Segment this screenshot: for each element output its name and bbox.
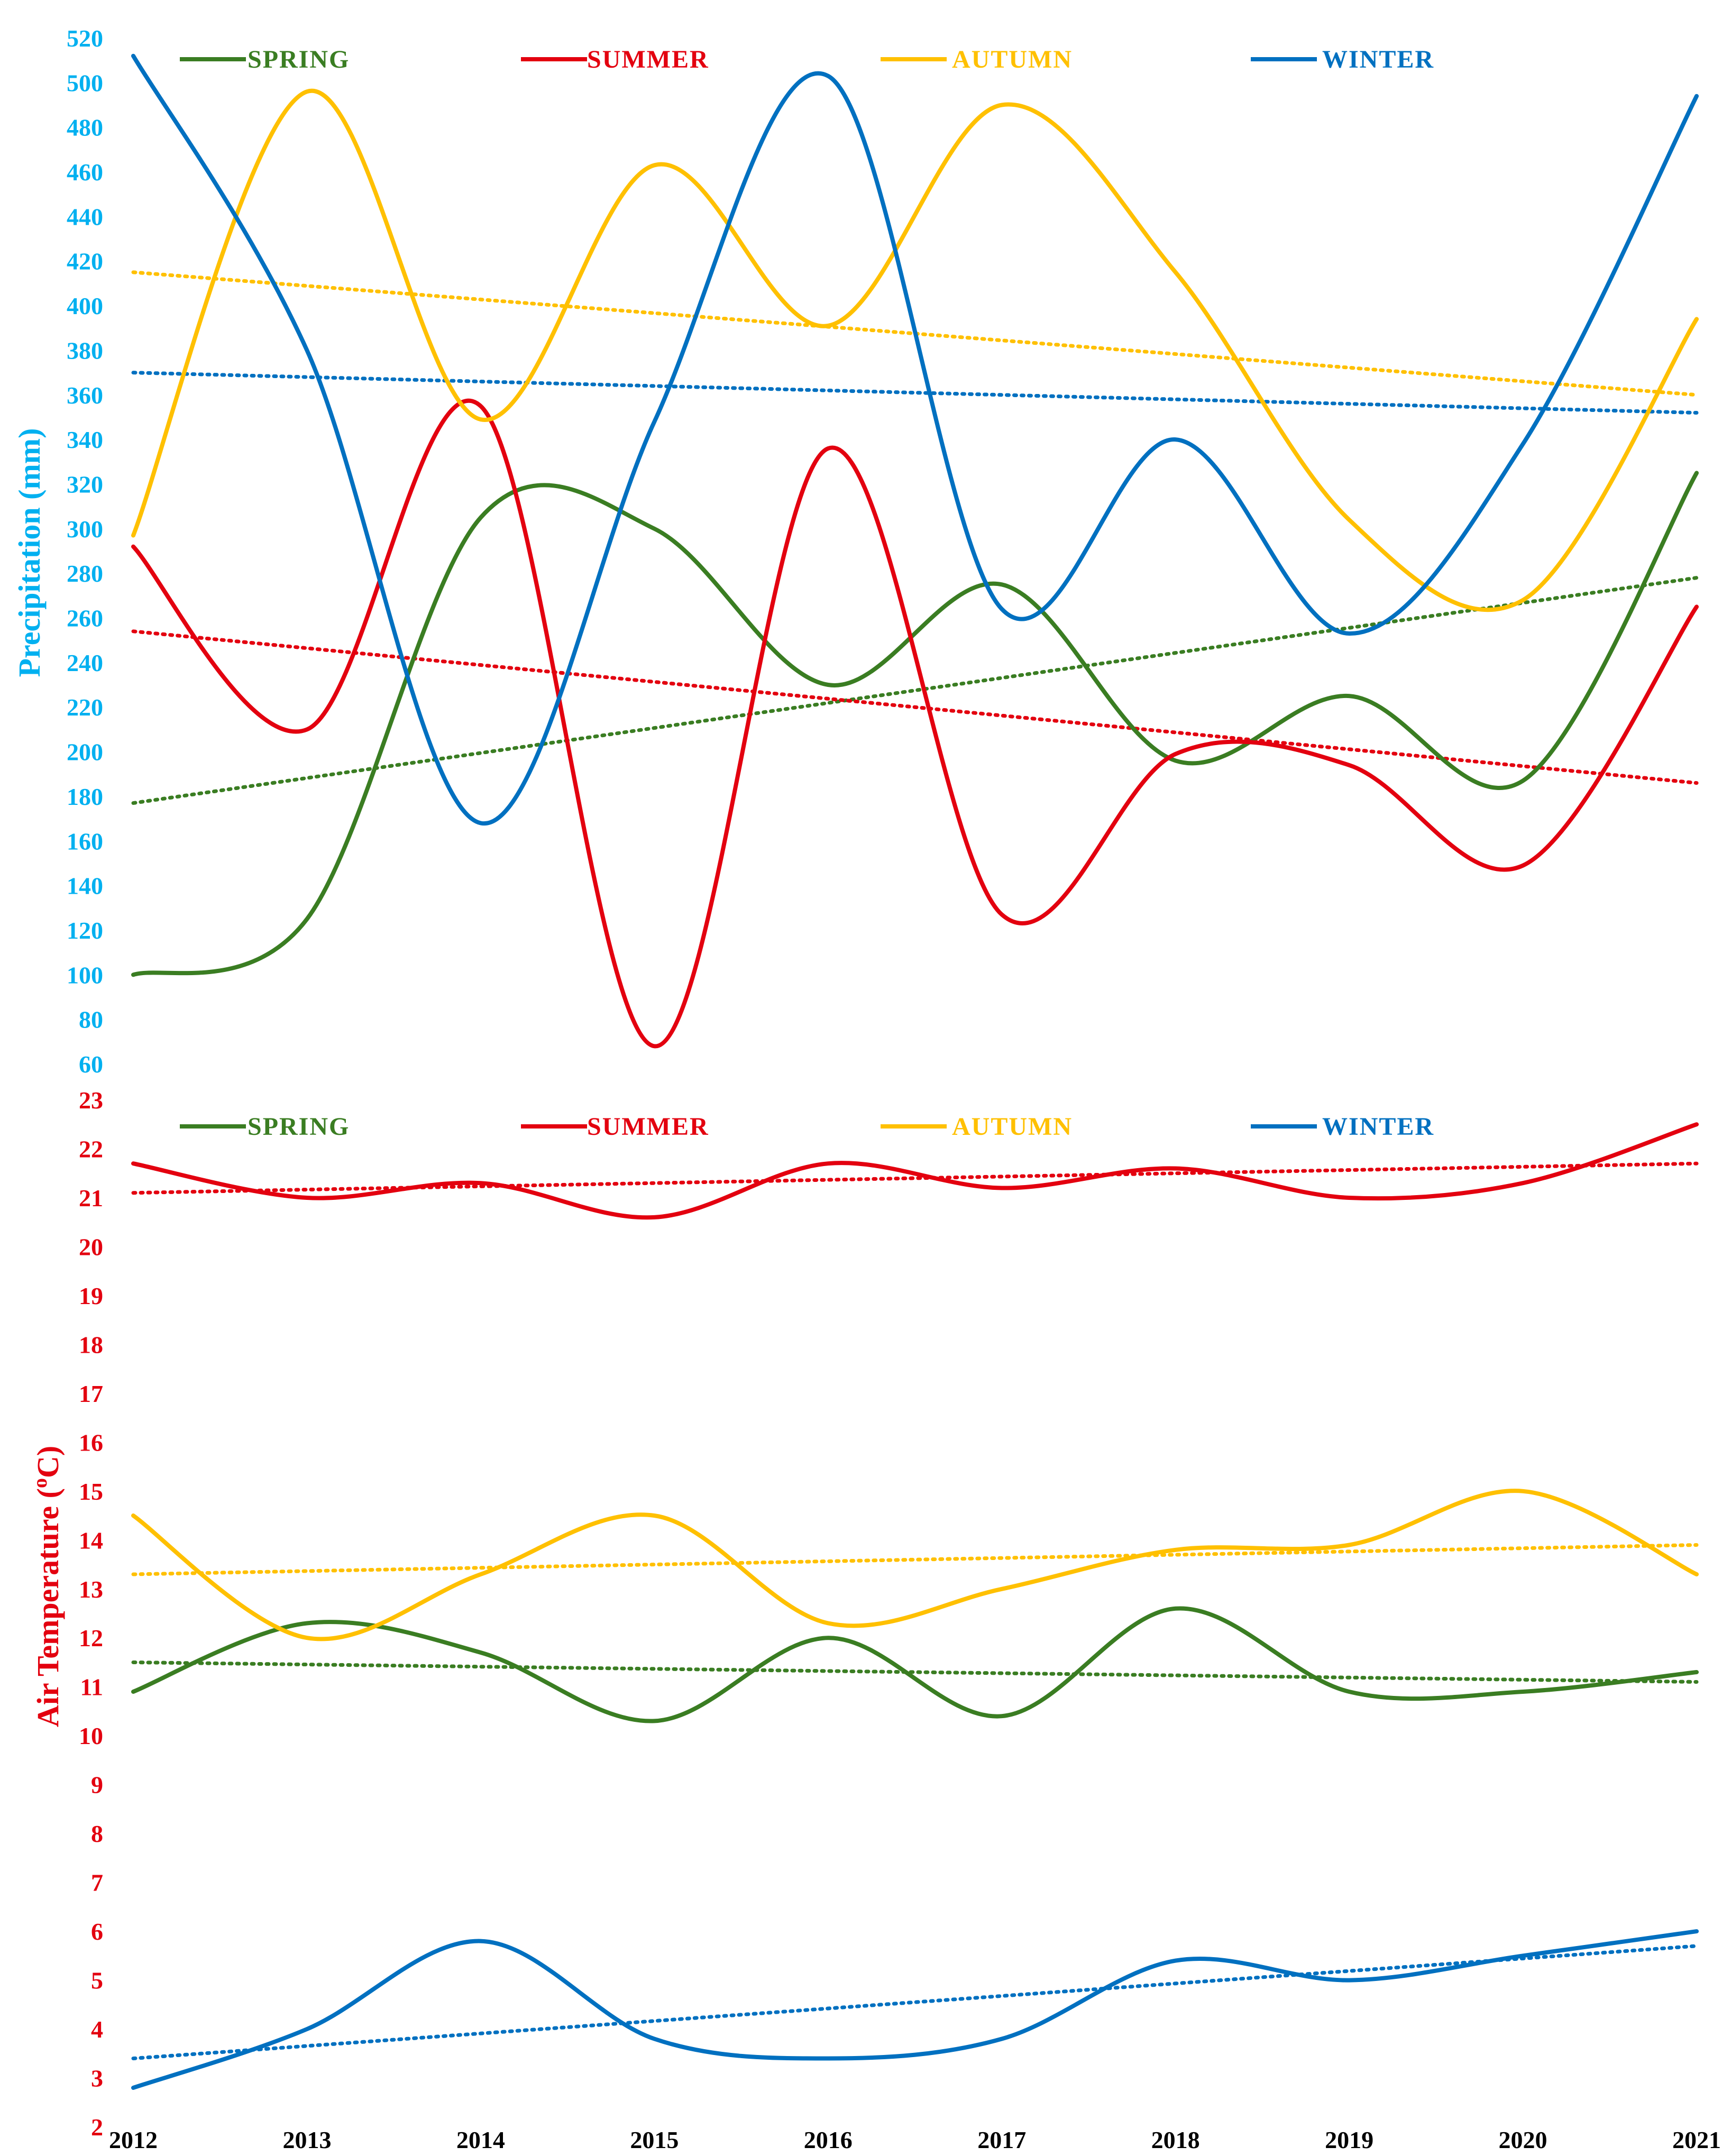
y-tick-label: 60 — [79, 1051, 103, 1078]
y-axis-label: Air Temperature (oC) — [29, 1446, 65, 1727]
spring-trend-line — [131, 576, 1699, 805]
x-tick-label: 2012 — [109, 2126, 158, 2153]
legend-label-spring: SPRING — [248, 1113, 350, 1141]
autumn-series-line — [131, 1489, 1699, 1641]
legend-label-summer: SUMMER — [587, 1113, 709, 1141]
winter-series-line — [131, 1929, 1699, 2090]
y-tick-label: 15 — [79, 1478, 103, 1505]
y-tick-label: 21 — [79, 1185, 103, 1212]
y-tick-label: 12 — [79, 1625, 103, 1652]
y-tick-label: 14 — [79, 1527, 103, 1554]
x-tick-label: 2013 — [282, 2126, 331, 2153]
y-tick-label: 360 — [67, 382, 103, 409]
spring-trend-line — [131, 1660, 1699, 1684]
y-tick-label: 220 — [67, 694, 103, 721]
y-tick-label: 23 — [79, 1087, 103, 1114]
summer-series-line — [131, 1122, 1699, 1220]
x-tick-label: 2017 — [977, 2126, 1026, 2153]
y-tick-label: 400 — [67, 292, 103, 319]
y-axis-label: Precipitation (mm) — [12, 428, 47, 677]
y-tick-label: 140 — [67, 873, 103, 900]
spring-series-line — [131, 1606, 1699, 1723]
y-tick-label: 17 — [79, 1380, 103, 1407]
summer-trend-line — [131, 1161, 1699, 1195]
y-tick-label: 20 — [79, 1233, 103, 1260]
y-tick-label: 8 — [91, 1820, 103, 1847]
legend-label-autumn: AUTUMN — [952, 1113, 1073, 1141]
panel-air-temperature: 234567891011121314151617181920212223Air … — [29, 1087, 1721, 2153]
legend-label-winter: WINTER — [1322, 1113, 1434, 1141]
y-tick-label: 10 — [79, 1722, 103, 1749]
x-tick-label: 2020 — [1499, 2126, 1547, 2153]
y-tick-label: 18 — [79, 1331, 103, 1358]
x-tick-label: 2015 — [630, 2126, 679, 2153]
y-tick-label: 480 — [67, 114, 103, 141]
y-tick-label: 240 — [67, 649, 103, 676]
summer-trend-line — [131, 629, 1699, 785]
y-tick-label: 340 — [67, 426, 103, 453]
winter-trend-line — [131, 371, 1699, 415]
legend-label-autumn: AUTUMN — [952, 45, 1073, 74]
y-tick-label: 160 — [67, 828, 103, 855]
x-tick-label: 2018 — [1151, 2126, 1200, 2153]
y-tick-label: 200 — [67, 739, 103, 766]
y-tick-label: 6 — [91, 1918, 103, 1945]
y-tick-label: 420 — [67, 248, 103, 275]
x-tick-label: 2021 — [1672, 2126, 1721, 2153]
legend-label-winter: WINTER — [1322, 45, 1434, 74]
x-tick-label: 2016 — [804, 2126, 853, 2153]
y-tick-label: 11 — [80, 1674, 103, 1701]
y-tick-label: 7 — [91, 1869, 103, 1896]
x-tick-label: 2014 — [456, 2126, 505, 2153]
legend-label-summer: SUMMER — [587, 45, 709, 74]
winter-series-line — [131, 53, 1699, 825]
y-tick-label: 380 — [67, 337, 103, 364]
y-tick-label: 520 — [67, 25, 103, 52]
panel-precipitation: 60 80 100 120 140 160 180 200 220 240 260 280 300 320… — [12, 25, 1699, 1078]
y-tick-label: 2 — [91, 2114, 103, 2141]
autumn-series-line — [131, 88, 1699, 612]
y-tick-label: 500 — [67, 69, 103, 96]
y-tick-label: 120 — [67, 917, 103, 944]
y-tick-label: 280 — [67, 560, 103, 587]
legend-label-spring: SPRING — [248, 45, 350, 74]
y-tick-label: 5 — [91, 1967, 103, 1994]
spring-series-line — [131, 471, 1699, 977]
summer-series-line — [131, 398, 1699, 1049]
y-tick-label: 100 — [67, 961, 103, 988]
y-axis-label-unit: C) — [31, 1446, 65, 1478]
y-tick-label: 9 — [91, 1772, 103, 1799]
y-tick-label: 320 — [67, 471, 103, 498]
autumn-trend-line — [131, 1543, 1699, 1576]
y-tick-label: 13 — [79, 1576, 103, 1603]
y-tick-label: 16 — [79, 1429, 103, 1456]
y-tick-label: 260 — [67, 605, 103, 632]
y-tick-label: 180 — [67, 783, 103, 810]
y-axis-label-degree: o — [29, 1478, 51, 1488]
y-tick-label: 460 — [67, 159, 103, 186]
y-tick-label: 4 — [91, 2016, 103, 2043]
y-tick-label: 19 — [79, 1282, 103, 1309]
winter-trend-line — [131, 1944, 1699, 2061]
y-tick-label: 3 — [91, 2065, 103, 2092]
y-tick-label: 300 — [67, 516, 103, 543]
x-tick-label: 2019 — [1325, 2126, 1373, 2153]
y-tick-label: 22 — [79, 1135, 103, 1162]
y-axis-label-main: Air Temperature ( — [31, 1488, 65, 1727]
y-tick-label: 80 — [79, 1006, 103, 1033]
y-tick-label: 440 — [67, 203, 103, 230]
